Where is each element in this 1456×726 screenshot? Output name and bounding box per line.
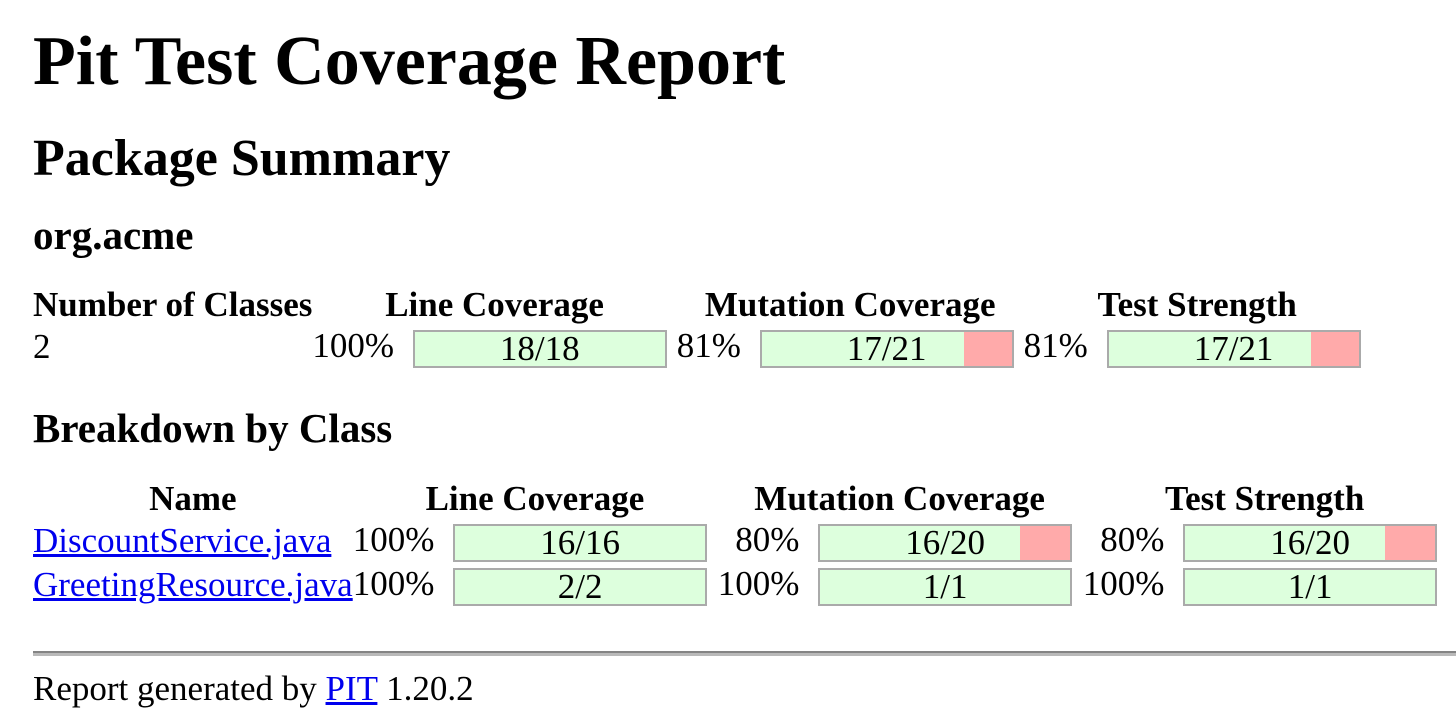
breakdown-heading: Breakdown by Class (33, 405, 393, 452)
line-coverage-cell: 100% 18/18 (312, 325, 676, 369)
class-link-discountservice[interactable]: DiscountService.java (33, 520, 332, 560)
coverage-bar-complete (455, 525, 706, 560)
coverage-percentage: 81% (676, 326, 741, 366)
test-strength-cell: 80% 16/20 (1082, 519, 1447, 563)
coverage-bar: 16/16 (453, 522, 708, 562)
coverage-bar-complete (1185, 525, 1386, 560)
report-footer: Report generated by PIT 1.20.2 (33, 669, 1456, 709)
footer-divider (33, 650, 1456, 656)
coverage-bar: 16/20 (1183, 522, 1438, 562)
table-row: GreetingResource.java 100% 2/2 100% 1/1 … (33, 563, 1447, 607)
coverage-bar-complete (414, 332, 665, 367)
table-row: DiscountService.java 100% 16/16 80% 16/2… (33, 519, 1447, 563)
package-name-heading: org.acme (33, 212, 194, 259)
coverage-bar-legend: 16/16 (540, 522, 620, 562)
class-name-cell: GreetingResource.java (33, 563, 353, 607)
test-strength-cell: 100% 1/1 (1082, 563, 1447, 607)
header-test-strength: Test Strength (1097, 285, 1297, 325)
coverage-bar-complete (820, 569, 1071, 604)
header-number-of-classes: Number of Classes (33, 285, 313, 325)
mutation-coverage-cell: 100% 1/1 (717, 563, 1082, 607)
header-mutation-coverage: Mutation Coverage (704, 285, 996, 325)
coverage-percentage: 100% (717, 563, 800, 603)
page-title: Pit Test Coverage Report (33, 23, 786, 100)
coverage-percentage: 81% (1023, 326, 1088, 366)
coverage-bar-complete (761, 332, 965, 367)
coverage-percentage: 100% (352, 519, 435, 559)
coverage-bar: 17/21 (759, 329, 1014, 369)
table-header-row: Number of Classes Line Coverage Mutation… (33, 285, 1371, 325)
header-test-strength: Test Strength (1164, 478, 1365, 518)
class-breakdown-table: Name Line Coverage Mutation Coverage Tes… (33, 479, 1447, 607)
header-line-coverage: Line Coverage (385, 285, 604, 325)
number-of-classes-value: 2 (33, 327, 51, 367)
header-name: Name (149, 478, 237, 518)
coverage-bar-complete (455, 569, 706, 604)
coverage-bar: 18/18 (412, 329, 667, 369)
coverage-percentage: 80% (1100, 519, 1165, 559)
coverage-bar-legend: 1/1 (1287, 566, 1333, 606)
coverage-bar-legend: 16/20 (905, 522, 985, 562)
table-row: 2 100% 18/18 81% 17/21 81% 17/21 (33, 325, 1371, 369)
line-coverage-cell: 100% 2/2 (353, 563, 717, 607)
mutation-coverage-cell: 80% 16/20 (717, 519, 1082, 563)
package-summary-table: Number of Classes Line Coverage Mutation… (33, 285, 1371, 369)
table-header-row: Name Line Coverage Mutation Coverage Tes… (33, 479, 1447, 519)
coverage-percentage: 100% (1082, 563, 1165, 603)
mutation-coverage-cell: 81% 17/21 (677, 325, 1024, 369)
coverage-bar-complete (1185, 569, 1436, 604)
package-summary-heading: Package Summary (33, 129, 451, 187)
coverage-bar-legend: 2/2 (557, 566, 603, 606)
coverage-bar-legend: 17/21 (1193, 329, 1274, 369)
coverage-bar: 1/1 (1183, 566, 1438, 606)
coverage-bar-complete (820, 525, 1021, 560)
coverage-percentage: 100% (312, 326, 395, 366)
coverage-bar-legend: 18/18 (499, 329, 580, 369)
footer-prefix: Report generated by (33, 668, 317, 708)
coverage-percentage: 80% (735, 519, 800, 559)
coverage-bar-legend: 16/20 (1270, 522, 1350, 562)
coverage-bar: 1/1 (818, 566, 1073, 606)
coverage-bar: 2/2 (453, 566, 708, 606)
pit-link[interactable]: PIT (325, 668, 378, 708)
test-strength-cell: 81% 17/21 (1024, 325, 1371, 369)
coverage-percentage: 100% (352, 563, 435, 603)
coverage-bar-legend: 17/21 (846, 329, 927, 369)
coverage-bar: 16/20 (818, 522, 1073, 562)
line-coverage-cell: 100% 16/16 (353, 519, 717, 563)
header-mutation-coverage: Mutation Coverage (754, 478, 1045, 518)
class-link-greetingresource[interactable]: GreetingResource.java (33, 564, 353, 604)
coverage-bar: 17/21 (1106, 329, 1361, 369)
coverage-bar-legend: 1/1 (922, 566, 968, 606)
footer-version: 1.20.2 (386, 668, 474, 708)
class-name-cell: DiscountService.java (33, 519, 353, 563)
header-line-coverage: Line Coverage (425, 478, 645, 518)
coverage-bar-complete (1108, 332, 1312, 367)
